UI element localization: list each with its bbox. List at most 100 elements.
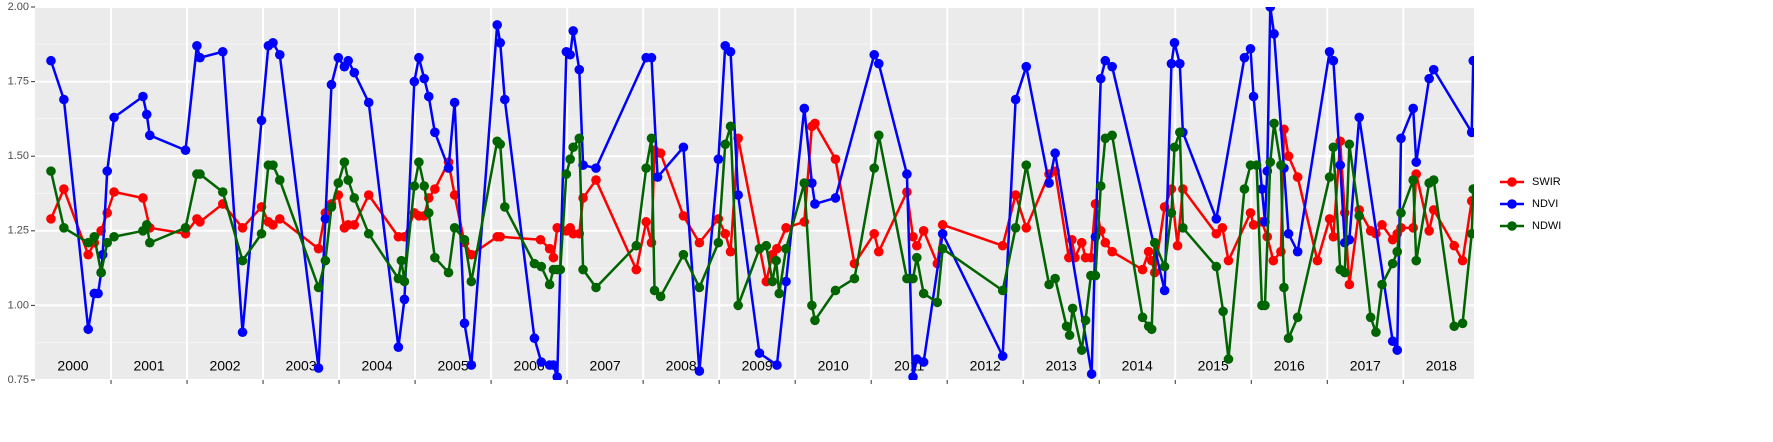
point: [1411, 157, 1422, 167]
year-label: 2003: [285, 358, 316, 374]
point: [694, 237, 705, 248]
point: [102, 237, 113, 248]
point: [1466, 228, 1474, 239]
point: [548, 360, 559, 370]
point: [333, 52, 344, 63]
series-line: [49, 122, 1474, 361]
y-tick-label: 1.00: [8, 299, 29, 311]
point: [830, 193, 841, 203]
point: [1424, 73, 1434, 84]
point: [1100, 55, 1111, 66]
point: [918, 357, 929, 367]
point: [544, 243, 555, 254]
point: [423, 208, 434, 218]
year-label: 2015: [1198, 358, 1229, 374]
point: [649, 285, 660, 296]
point: [1095, 181, 1106, 191]
point: [1324, 172, 1335, 182]
point: [1396, 133, 1406, 144]
point: [274, 214, 285, 224]
year-label: 2017: [1350, 358, 1381, 374]
point: [1239, 184, 1250, 194]
point: [1396, 208, 1406, 218]
point: [536, 357, 547, 367]
point: [1044, 178, 1054, 188]
point: [1211, 261, 1222, 272]
point: [217, 187, 228, 197]
point: [430, 127, 440, 138]
point: [109, 112, 119, 123]
point: [1172, 240, 1183, 251]
point: [781, 223, 791, 233]
point: [733, 300, 743, 311]
point: [1159, 285, 1170, 296]
point: [1245, 43, 1256, 54]
point: [641, 217, 651, 227]
point: [343, 55, 353, 66]
point: [771, 255, 781, 266]
y-tick-label: 1.50: [8, 150, 29, 162]
point: [781, 243, 791, 254]
point: [1283, 228, 1294, 239]
point: [1100, 237, 1111, 248]
legend-label: NDWI: [1532, 220, 1561, 232]
point: [1371, 327, 1381, 338]
point: [1090, 270, 1101, 281]
point: [499, 94, 510, 105]
point: [810, 199, 820, 209]
point: [1457, 255, 1468, 266]
point: [138, 193, 148, 203]
point: [561, 169, 572, 179]
year-label: 2007: [590, 358, 621, 374]
point: [1260, 300, 1270, 311]
point: [932, 297, 943, 308]
point: [333, 178, 344, 188]
point: [1143, 246, 1154, 257]
point: [1279, 282, 1289, 293]
point: [1166, 208, 1177, 218]
point: [144, 237, 155, 248]
point: [1392, 345, 1403, 355]
point: [552, 223, 563, 233]
point: [414, 52, 424, 63]
point: [869, 49, 880, 60]
point: [1239, 52, 1250, 63]
point: [138, 91, 148, 102]
point: [466, 360, 477, 370]
point: [83, 249, 94, 260]
point: [1283, 151, 1294, 161]
point: [449, 223, 460, 233]
point: [1292, 172, 1303, 182]
point: [96, 267, 106, 278]
year-label: 2013: [1046, 358, 1077, 374]
point: [937, 243, 948, 254]
point: [646, 133, 657, 144]
point: [414, 157, 424, 167]
point: [591, 175, 601, 185]
point: [908, 273, 918, 284]
point: [761, 240, 772, 251]
point: [873, 58, 884, 69]
point: [274, 49, 285, 60]
point: [908, 231, 918, 242]
point: [409, 181, 420, 191]
legend-key: [1507, 221, 1517, 231]
point: [102, 166, 113, 176]
legend-key: [1507, 177, 1517, 187]
point: [1064, 330, 1075, 341]
point: [1428, 64, 1439, 75]
point: [141, 109, 152, 120]
point: [109, 187, 119, 197]
point: [781, 276, 791, 287]
point: [799, 103, 810, 114]
point: [1218, 306, 1228, 317]
point: [237, 223, 248, 233]
point: [1021, 223, 1032, 233]
point: [1328, 231, 1339, 242]
point: [1354, 112, 1365, 123]
point: [725, 46, 736, 57]
point: [1344, 279, 1355, 290]
point: [1449, 240, 1460, 251]
point: [767, 276, 778, 287]
point: [918, 288, 929, 299]
